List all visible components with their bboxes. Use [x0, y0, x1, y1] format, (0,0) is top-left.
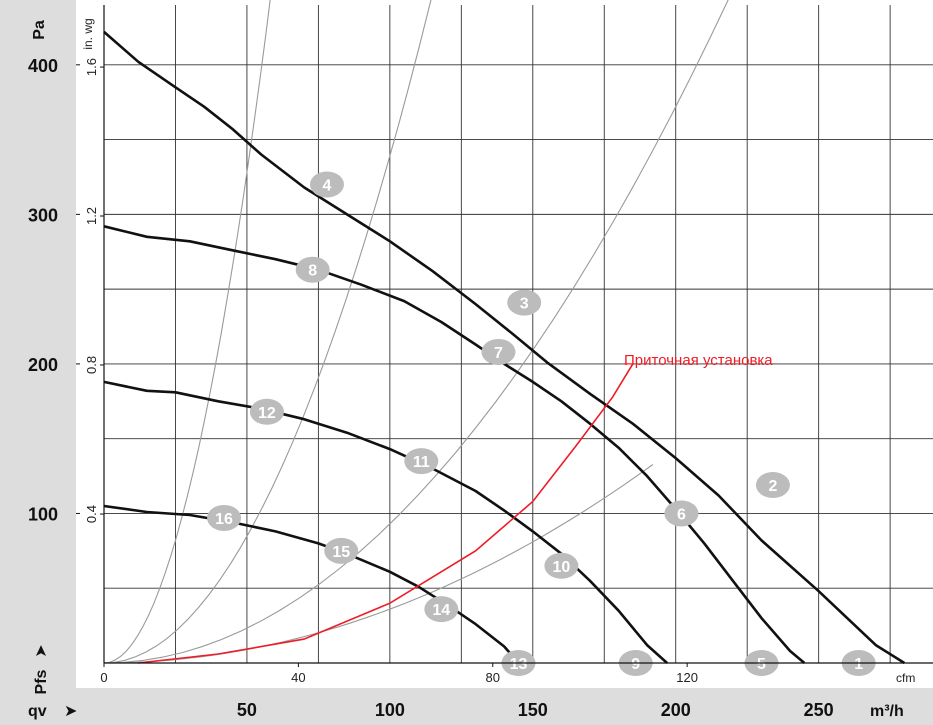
x-tick-label: 200: [661, 700, 691, 720]
y2-tick-label: 1.6: [84, 58, 99, 76]
resistance-curve: [103, 464, 654, 664]
x2-tick-label: 120: [676, 670, 698, 685]
supply-unit-line: [138, 363, 634, 664]
operating-point-label: 4: [323, 177, 332, 194]
x-axis-arrow: ➤: [64, 701, 77, 720]
x-tick-label: 150: [518, 700, 548, 720]
operating-point-label: 10: [552, 559, 570, 576]
operating-point-label: 5: [757, 656, 766, 673]
resistance-curves: [103, 0, 729, 664]
operating-point-label: 8: [308, 263, 317, 280]
x-axis-label: qv: [28, 703, 47, 720]
x2-tick-label: 40: [291, 670, 305, 685]
y-unit-label: Pa: [31, 20, 48, 40]
y-tick-label: 100: [28, 504, 58, 524]
y-tick-label: 400: [28, 56, 58, 76]
operating-point-label: 1: [854, 656, 863, 673]
fan-curve: [103, 225, 806, 664]
resistance-curve: [103, 0, 432, 664]
operating-point: [207, 504, 242, 531]
x-tick-label: 250: [804, 700, 834, 720]
x-tick-label: 100: [375, 700, 405, 720]
x-unit-label: m³/h: [870, 703, 904, 720]
x2-tick-label: 0: [100, 670, 107, 685]
supply-unit-curve: [138, 363, 634, 664]
operating-point: [544, 552, 579, 579]
bottom-axis-band: [0, 688, 933, 725]
operating-point: [404, 448, 439, 475]
operating-point-label: 3: [520, 296, 529, 313]
operating-point-label: 15: [332, 544, 350, 561]
operating-point: [507, 289, 542, 316]
operating-point: [481, 338, 516, 365]
y-axis-label: Pfs: [33, 669, 50, 694]
left-axis-band: [0, 0, 76, 725]
axes: 100 200 300 400 50 100 150 200 250 0.4 0.8 1.2 1.6 0 4…: [28, 5, 933, 720]
y2-unit-label: in. wg: [81, 18, 95, 49]
operating-point: [295, 256, 330, 283]
operating-point-label: 14: [432, 602, 450, 619]
operating-point-label: 11: [413, 454, 430, 471]
y-tick-label: 300: [28, 205, 58, 225]
plot-area: [104, 5, 933, 663]
x2-unit-label: cfm: [896, 671, 915, 685]
y2-tick-label: 0.4: [84, 505, 99, 523]
y2-tick-label: 0.8: [84, 356, 99, 374]
operating-point-label: 9: [631, 656, 640, 673]
fan-curve: [103, 30, 906, 665]
operating-point: [755, 472, 790, 499]
operating-point-label: 12: [258, 405, 276, 422]
grid: [104, 5, 933, 663]
operating-point-label: 13: [510, 656, 528, 673]
resistance-curve: [103, 0, 729, 664]
y2-tick-label: 1.2: [84, 207, 99, 225]
resistance-curve: [103, 0, 271, 664]
supply-unit-label: Приточная установка: [624, 352, 773, 369]
operating-point-label: 6: [677, 506, 686, 523]
operating-point-label: 7: [494, 345, 503, 362]
operating-point-label: 16: [215, 511, 233, 528]
operating-point-label: 2: [768, 478, 777, 495]
x2-tick-label: 80: [486, 670, 500, 685]
operating-point: [324, 537, 359, 564]
operating-point: [424, 596, 459, 623]
operating-point: [664, 500, 699, 527]
y-tick-label: 200: [28, 355, 58, 375]
operating-point: [309, 171, 344, 198]
x-tick-label: 50: [237, 700, 257, 720]
y-axis-arrow: ➤: [31, 644, 50, 657]
operating-point: [249, 398, 284, 425]
